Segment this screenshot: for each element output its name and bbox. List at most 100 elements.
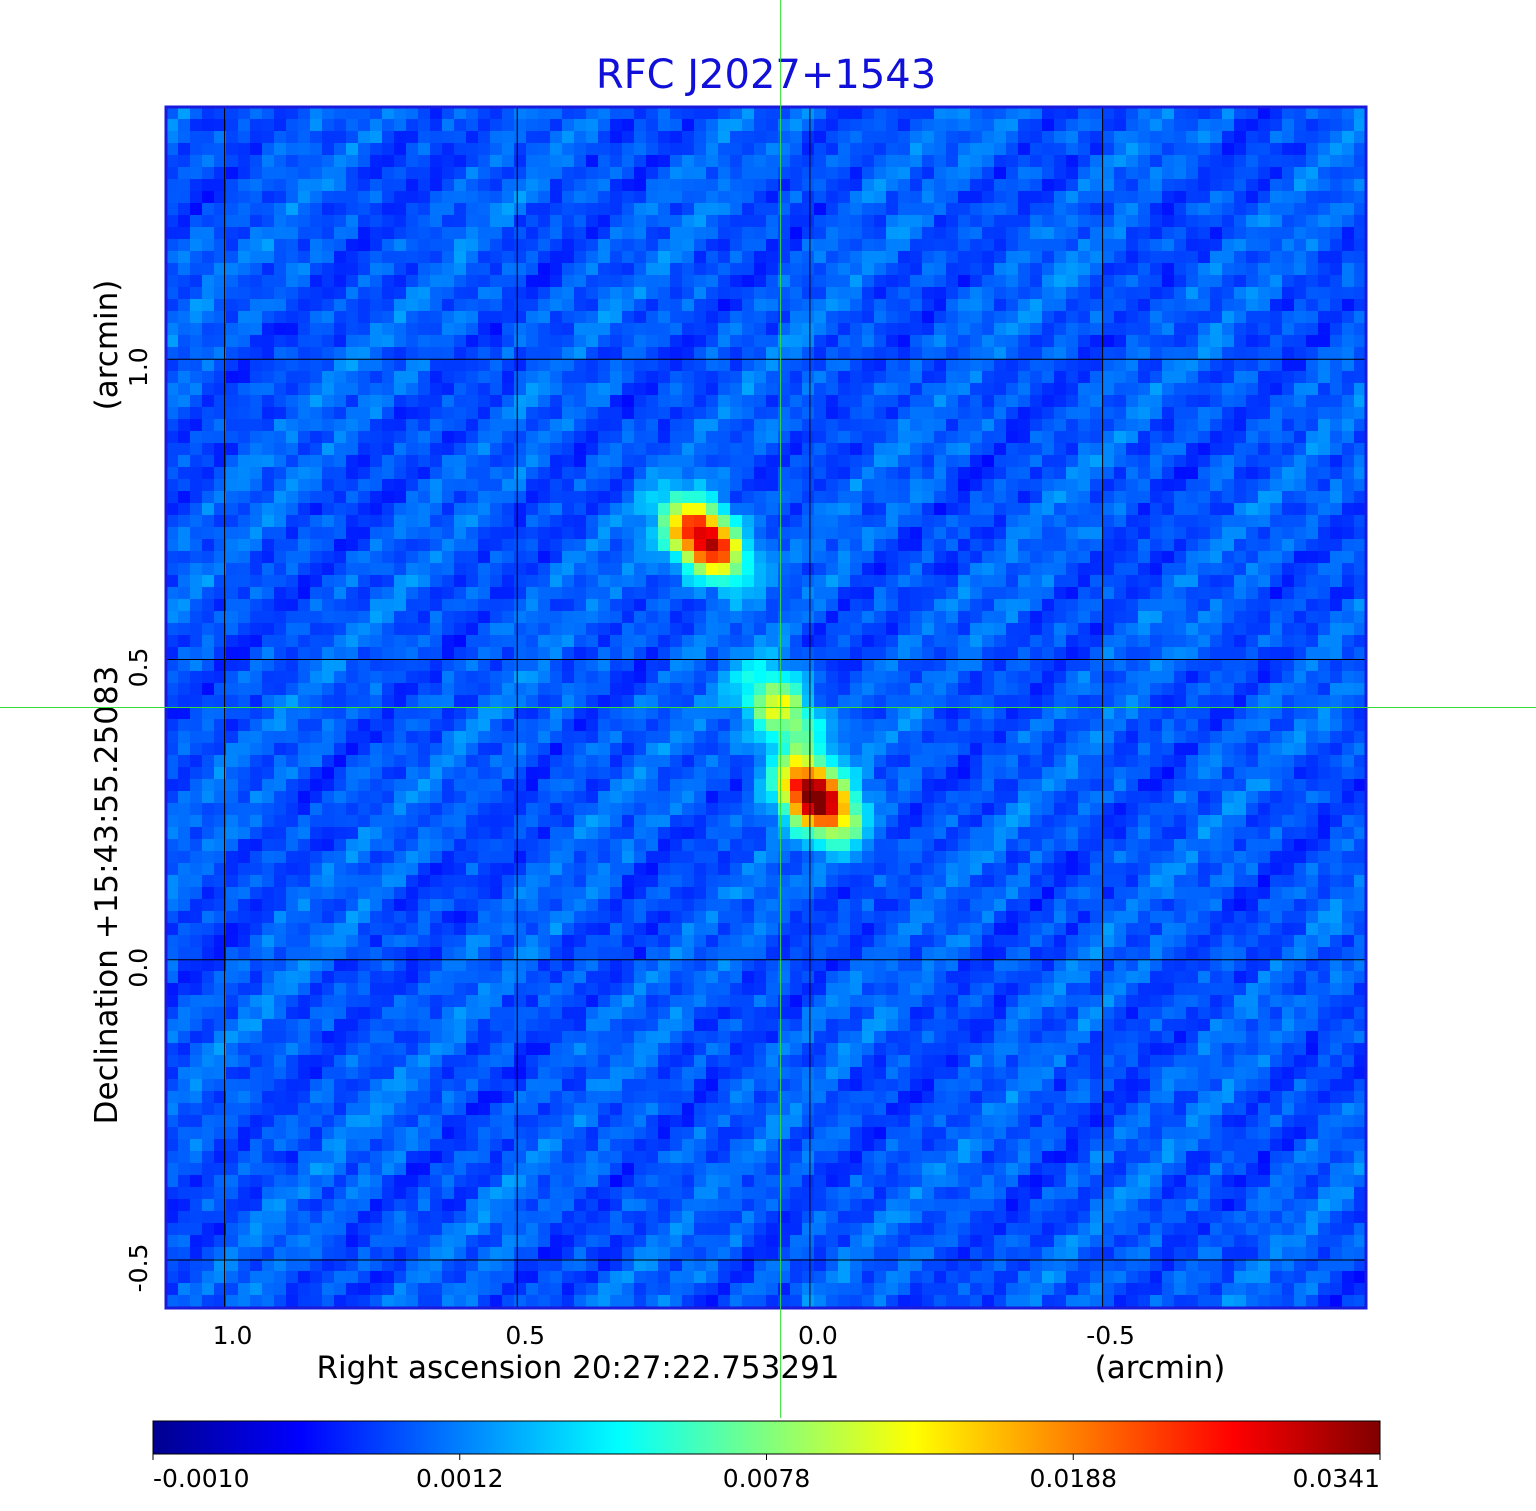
heatmap-cell — [682, 431, 694, 443]
heatmap-cell — [382, 407, 394, 419]
heatmap-cell — [826, 323, 838, 335]
heatmap-cell — [250, 179, 262, 191]
heatmap-cell — [394, 155, 406, 167]
heatmap-cell — [346, 383, 358, 395]
heatmap-cell — [178, 551, 190, 563]
heatmap-cell — [946, 443, 958, 455]
heatmap-cell — [1114, 659, 1126, 671]
heatmap-cell — [658, 203, 670, 215]
heatmap-cell — [262, 311, 274, 323]
heatmap-cell — [742, 251, 754, 263]
heatmap-cell — [1222, 215, 1234, 227]
heatmap-cell — [262, 275, 274, 287]
heatmap-cell — [622, 467, 634, 479]
heatmap-cell — [670, 575, 682, 587]
heatmap-cell — [178, 347, 190, 359]
heatmap-cell — [574, 527, 586, 539]
heatmap-cell — [718, 131, 730, 143]
heatmap-cell — [1234, 215, 1246, 227]
heatmap-cell — [1306, 119, 1318, 131]
heatmap-cell — [1294, 563, 1306, 575]
heatmap-cell — [166, 179, 178, 191]
heatmap-cell — [1174, 299, 1186, 311]
heatmap-cell — [1258, 203, 1270, 215]
heatmap-cell — [286, 431, 298, 443]
heatmap-cell — [838, 659, 850, 671]
heatmap-cell — [994, 335, 1006, 347]
heatmap-cell — [946, 251, 958, 263]
heatmap-cell — [946, 275, 958, 287]
heatmap-cell — [190, 371, 202, 383]
heatmap-cell — [1162, 695, 1174, 707]
heatmap-cell — [1246, 539, 1258, 551]
heatmap-cell — [1162, 215, 1174, 227]
heatmap-cell — [454, 671, 466, 683]
heatmap-cell — [898, 383, 910, 395]
heatmap-cell — [502, 575, 514, 587]
heatmap-cell — [502, 443, 514, 455]
heatmap-cell — [730, 539, 742, 551]
heatmap-cell — [238, 323, 250, 335]
heatmap-cell — [286, 599, 298, 611]
heatmap-cell — [1282, 359, 1294, 371]
heatmap-cell — [910, 455, 922, 467]
heatmap-cell — [922, 119, 934, 131]
heatmap-cell — [1066, 131, 1078, 143]
heatmap-cell — [1030, 647, 1042, 659]
heatmap-cell — [250, 131, 262, 143]
heatmap-cell — [1126, 119, 1138, 131]
heatmap-cell — [946, 635, 958, 647]
heatmap-cell — [1102, 443, 1114, 455]
heatmap-cell — [646, 527, 658, 539]
heatmap-cell — [838, 371, 850, 383]
heatmap-cell — [322, 443, 334, 455]
heatmap-cell — [622, 335, 634, 347]
heatmap-cell — [1138, 407, 1150, 419]
heatmap-cell — [1042, 287, 1054, 299]
heatmap-cell — [1126, 155, 1138, 167]
heatmap-cell — [238, 419, 250, 431]
heatmap-cell — [1198, 575, 1210, 587]
heatmap-cell — [1198, 227, 1210, 239]
heatmap-cell — [670, 155, 682, 167]
heatmap-cell — [1210, 155, 1222, 167]
heatmap-cell — [778, 623, 790, 635]
heatmap-cell — [1354, 539, 1366, 551]
heatmap-cell — [502, 695, 514, 707]
heatmap-cell — [490, 191, 502, 203]
heatmap-cell — [466, 395, 478, 407]
heatmap-cell — [382, 131, 394, 143]
heatmap-cell — [1342, 395, 1354, 407]
heatmap-cell — [1066, 227, 1078, 239]
heatmap-cell — [1042, 167, 1054, 179]
heatmap-cell — [1102, 383, 1114, 395]
heatmap-cell — [1318, 227, 1330, 239]
heatmap-cell — [730, 695, 742, 707]
heatmap-cell — [1078, 203, 1090, 215]
heatmap-cell — [178, 215, 190, 227]
heatmap-cell — [478, 215, 490, 227]
heatmap-cell — [1282, 335, 1294, 347]
heatmap-cell — [274, 131, 286, 143]
heatmap-cell — [190, 419, 202, 431]
heatmap-cell — [694, 287, 706, 299]
heatmap-cell — [790, 263, 802, 275]
heatmap-cell — [454, 635, 466, 647]
heatmap-cell — [514, 467, 526, 479]
heatmap-cell — [1318, 371, 1330, 383]
heatmap-cell — [274, 503, 286, 515]
heatmap-cell — [622, 143, 634, 155]
heatmap-cell — [490, 503, 502, 515]
heatmap-cell — [562, 383, 574, 395]
heatmap-cell — [802, 371, 814, 383]
heatmap-cell — [874, 551, 886, 563]
heatmap-cell — [574, 671, 586, 683]
heatmap-cell — [610, 671, 622, 683]
heatmap-cell — [826, 575, 838, 587]
heatmap-cell — [886, 455, 898, 467]
heatmap-cell — [466, 383, 478, 395]
heatmap-cell — [1054, 515, 1066, 527]
heatmap-cell — [718, 227, 730, 239]
heatmap-cell — [178, 419, 190, 431]
heatmap-cell — [634, 659, 646, 671]
